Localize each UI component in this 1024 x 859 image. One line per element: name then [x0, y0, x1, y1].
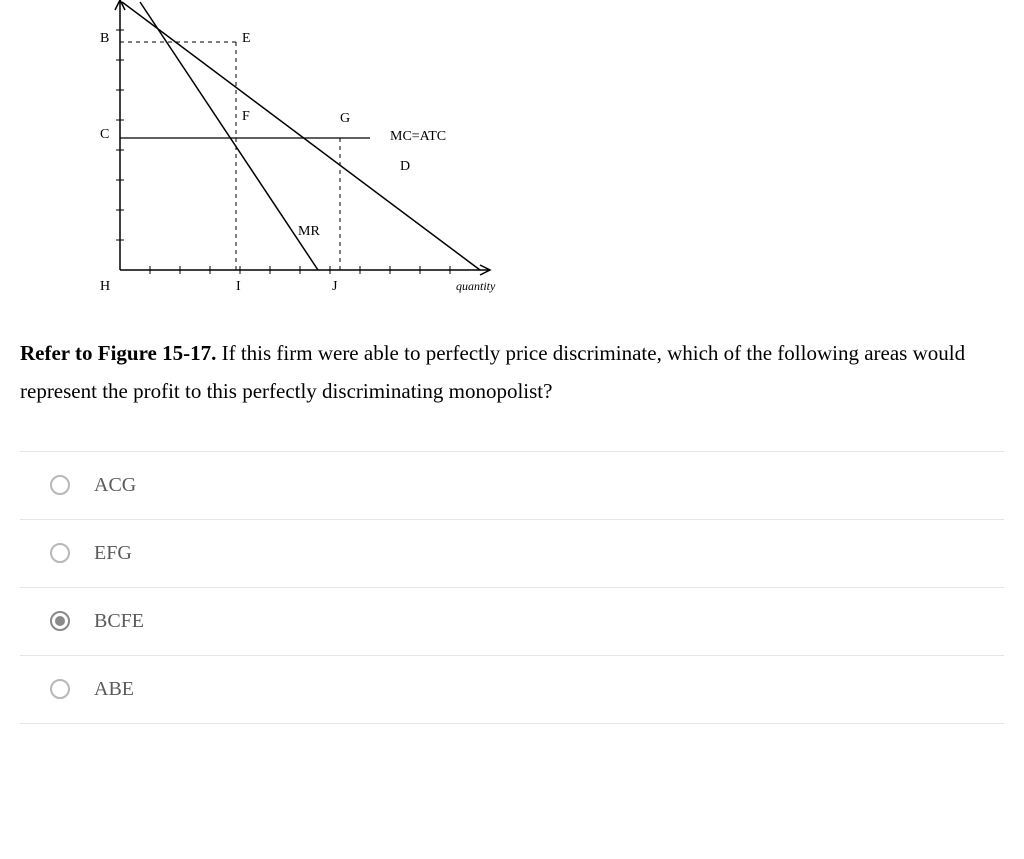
economics-chart: B E C F G MC=ATC D MR H I Jquantity	[40, 0, 500, 300]
svg-text:F: F	[242, 109, 250, 124]
option-label: BCFE	[94, 610, 144, 633]
svg-text:D: D	[400, 159, 410, 174]
option-label: ABE	[94, 678, 134, 701]
svg-text:C: C	[100, 127, 109, 142]
radio-icon[interactable]	[50, 475, 70, 495]
question-container: Refer to Figure 15-17. If this firm were…	[0, 335, 1024, 724]
svg-text:G: G	[340, 111, 350, 126]
svg-text:J: J	[332, 279, 338, 294]
options-list: ACG EFG BCFE ABE	[20, 451, 1004, 724]
radio-icon[interactable]	[50, 679, 70, 699]
option-row[interactable]: BCFE	[20, 587, 1004, 655]
option-label: ACG	[94, 474, 136, 497]
question-text: Refer to Figure 15-17. If this firm were…	[20, 335, 1004, 411]
question-ref: Refer to Figure 15-17.	[20, 341, 216, 365]
svg-text:MC=ATC: MC=ATC	[390, 129, 446, 144]
svg-text:E: E	[242, 31, 251, 46]
svg-text:quantity: quantity	[456, 279, 496, 293]
radio-icon[interactable]	[50, 611, 70, 631]
radio-icon[interactable]	[50, 543, 70, 563]
option-row[interactable]: ACG	[20, 451, 1004, 519]
option-label: EFG	[94, 542, 132, 565]
chart-container: B E C F G MC=ATC D MR H I Jquantity	[0, 0, 1024, 305]
svg-text:H: H	[100, 279, 110, 294]
option-row[interactable]: ABE	[20, 655, 1004, 724]
svg-text:MR: MR	[298, 224, 320, 239]
svg-text:I: I	[236, 279, 241, 294]
option-row[interactable]: EFG	[20, 519, 1004, 587]
svg-text:B: B	[100, 31, 109, 46]
